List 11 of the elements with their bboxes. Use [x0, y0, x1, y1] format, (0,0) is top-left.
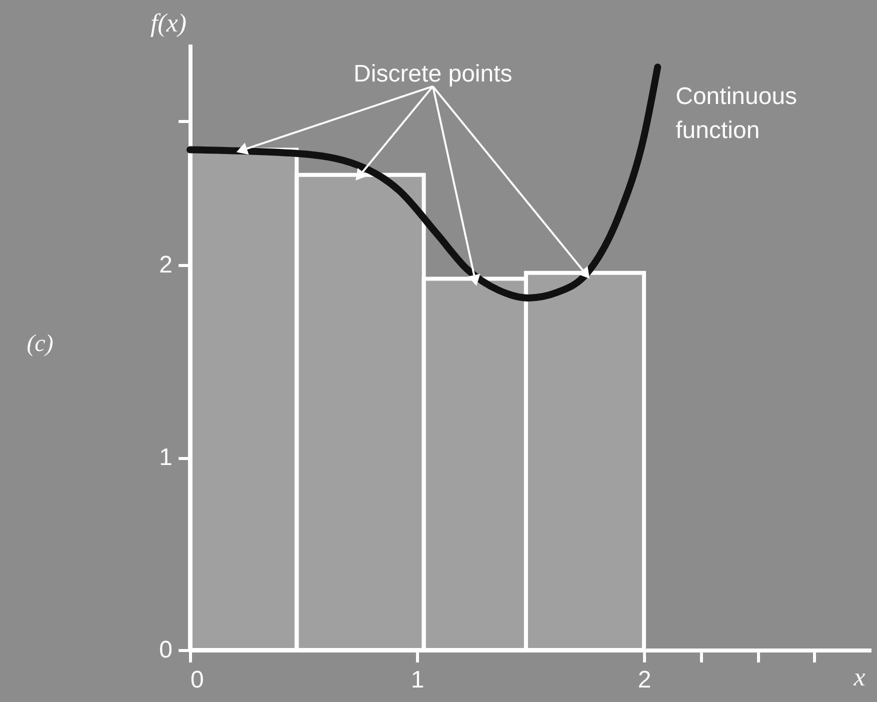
- x-tick-label: 0: [190, 666, 204, 694]
- x-axis-title: x: [852, 662, 866, 692]
- y-axis-title: f(x): [150, 8, 187, 38]
- annotation: Discrete points: [354, 60, 512, 88]
- x-tick-label: 1: [410, 666, 424, 694]
- y-tick-label: 1: [159, 444, 172, 472]
- text: (c): [26, 331, 54, 357]
- y-tick-label: 0: [159, 636, 172, 664]
- series-label: Continuous function: [676, 83, 798, 144]
- x-tick-label: 2: [638, 666, 652, 694]
- y-tick-label: 2: [159, 252, 172, 279]
